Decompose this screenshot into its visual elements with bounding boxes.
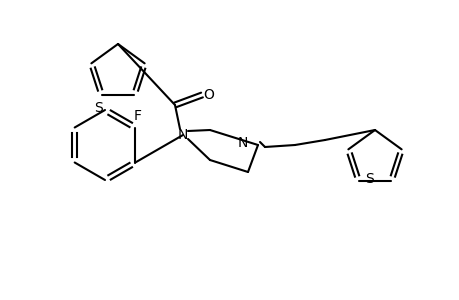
Text: N: N [237,136,248,150]
Text: F: F [133,109,141,122]
Text: S: S [365,172,374,186]
Text: N: N [178,128,188,142]
Text: S: S [94,101,103,115]
Text: O: O [203,88,214,102]
